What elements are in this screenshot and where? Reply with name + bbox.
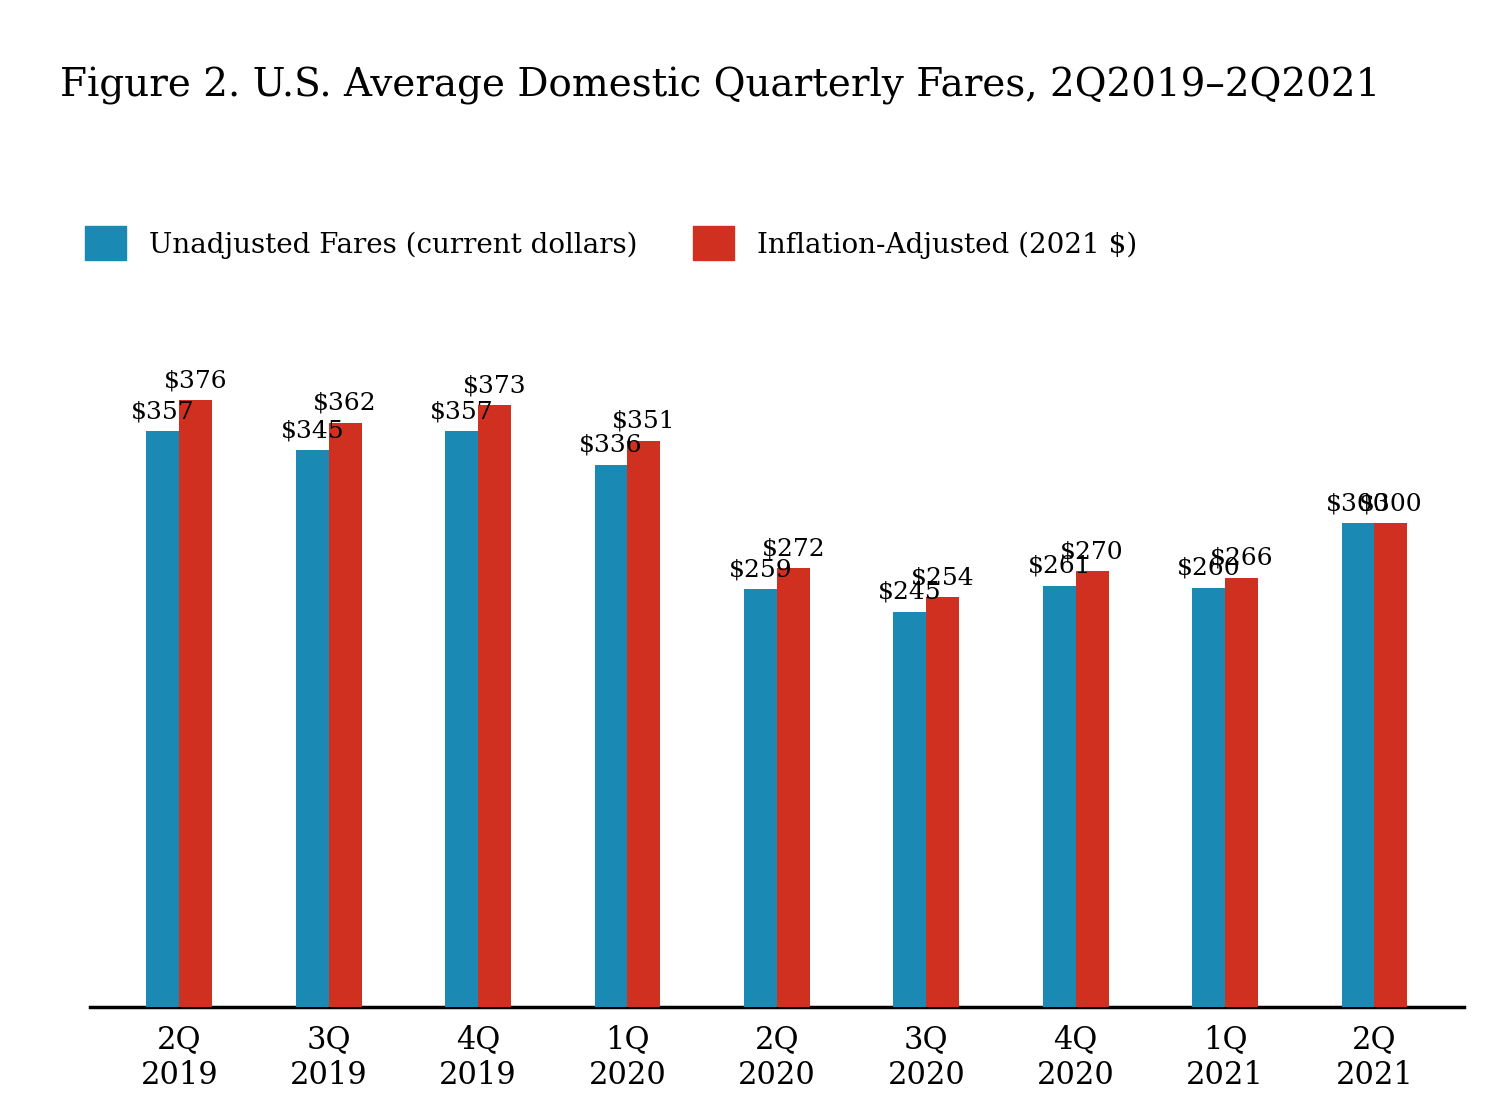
Text: $300: $300 (1327, 492, 1389, 515)
Bar (445, 431, 478, 1007)
Bar (179, 401, 212, 1007)
Bar (777, 568, 810, 1007)
Text: $357: $357 (430, 399, 493, 423)
Text: $373: $373 (463, 374, 526, 397)
Bar (744, 590, 777, 1007)
Legend: Unadjusted Fares (current dollars), Inflation-Adjusted (2021 $): Unadjusted Fares (current dollars), Infl… (73, 215, 1147, 272)
Bar (329, 423, 362, 1007)
Bar (1192, 587, 1225, 1007)
Text: $300: $300 (1360, 492, 1422, 515)
Text: $270: $270 (1061, 540, 1123, 563)
Text: $272: $272 (762, 537, 825, 561)
Text: Figure 2. U.S. Average Domestic Quarterly Fares, 2Q2019–2Q2021: Figure 2. U.S. Average Domestic Quarterl… (60, 67, 1380, 105)
Bar (893, 612, 926, 1007)
Bar (926, 598, 959, 1007)
Text: $345: $345 (281, 420, 344, 442)
Bar (146, 431, 179, 1007)
Bar (1076, 572, 1109, 1007)
Text: $336: $336 (580, 434, 642, 457)
Bar (296, 451, 329, 1007)
Bar (1225, 577, 1258, 1007)
Text: $357: $357 (131, 399, 194, 423)
Bar (478, 405, 511, 1007)
Text: $254: $254 (911, 566, 974, 590)
Bar (1374, 523, 1407, 1007)
Bar (1342, 523, 1374, 1007)
Bar (1043, 586, 1076, 1007)
Bar (595, 466, 627, 1007)
Text: $362: $362 (314, 392, 376, 415)
Text: $376: $376 (164, 369, 227, 393)
Text: $259: $259 (729, 558, 792, 581)
Text: $261: $261 (1028, 555, 1091, 577)
Text: $266: $266 (1210, 547, 1273, 570)
Text: $351: $351 (613, 410, 675, 433)
Bar (627, 441, 660, 1007)
Text: $260: $260 (1177, 556, 1240, 580)
Text: $245: $245 (878, 581, 941, 604)
